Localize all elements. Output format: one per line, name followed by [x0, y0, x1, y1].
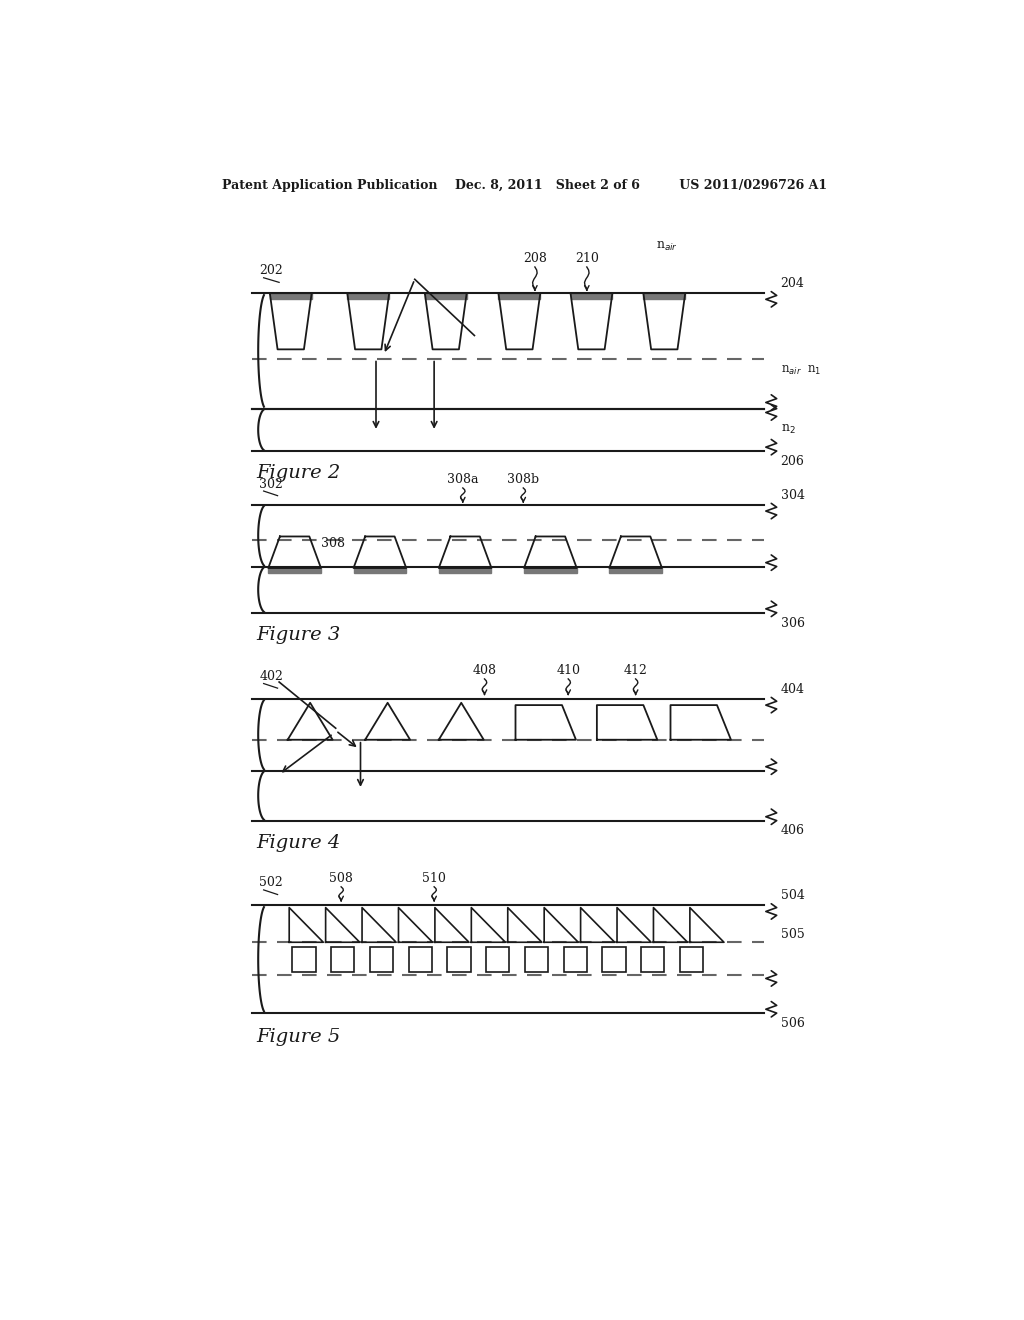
Text: 308b: 308b: [507, 474, 540, 486]
Text: 204: 204: [780, 277, 805, 290]
Bar: [524, 946, 548, 972]
Bar: [641, 946, 665, 972]
Text: 402: 402: [259, 669, 284, 682]
Bar: [447, 946, 471, 972]
Polygon shape: [347, 293, 389, 298]
Text: n$_{air}$  n$_1$: n$_{air}$ n$_1$: [780, 363, 821, 376]
Text: Figure 3: Figure 3: [256, 626, 340, 644]
Text: 412: 412: [624, 664, 647, 677]
Text: n$_{air}$: n$_{air}$: [655, 239, 678, 252]
Text: 408: 408: [472, 664, 497, 677]
Polygon shape: [499, 293, 541, 298]
Text: 504: 504: [780, 890, 805, 902]
Text: 505: 505: [780, 928, 804, 941]
Polygon shape: [570, 293, 612, 298]
Bar: [680, 946, 703, 972]
Text: 202: 202: [259, 264, 284, 277]
Text: 304: 304: [780, 488, 805, 502]
Text: 210: 210: [574, 252, 599, 265]
Text: 308: 308: [322, 537, 345, 550]
Text: Figure 4: Figure 4: [256, 833, 340, 851]
Text: 510: 510: [422, 873, 446, 886]
Text: 308a: 308a: [447, 474, 478, 486]
Bar: [563, 946, 587, 972]
Text: 506: 506: [780, 1016, 805, 1030]
Text: 302: 302: [259, 478, 284, 491]
Polygon shape: [643, 293, 685, 298]
Text: 404: 404: [780, 682, 805, 696]
Bar: [292, 946, 315, 972]
Polygon shape: [438, 568, 492, 573]
Bar: [486, 946, 509, 972]
Text: 406: 406: [780, 825, 805, 837]
Text: 306: 306: [780, 616, 805, 630]
Polygon shape: [524, 568, 577, 573]
Text: Figure 5: Figure 5: [256, 1028, 340, 1047]
Text: 410: 410: [556, 664, 581, 677]
Text: n$_2$: n$_2$: [780, 422, 796, 436]
Polygon shape: [268, 568, 321, 573]
Bar: [331, 946, 354, 972]
Polygon shape: [353, 568, 407, 573]
Bar: [409, 946, 432, 972]
Bar: [602, 946, 626, 972]
Text: Figure 2: Figure 2: [256, 463, 340, 482]
Polygon shape: [425, 293, 467, 298]
Polygon shape: [270, 293, 311, 298]
Text: 208: 208: [523, 252, 547, 265]
Bar: [370, 946, 393, 972]
Text: 502: 502: [259, 876, 284, 890]
Polygon shape: [609, 568, 662, 573]
Text: 206: 206: [780, 455, 805, 467]
Text: Patent Application Publication    Dec. 8, 2011   Sheet 2 of 6         US 2011/02: Patent Application Publication Dec. 8, 2…: [222, 178, 827, 191]
Text: 508: 508: [329, 873, 353, 886]
